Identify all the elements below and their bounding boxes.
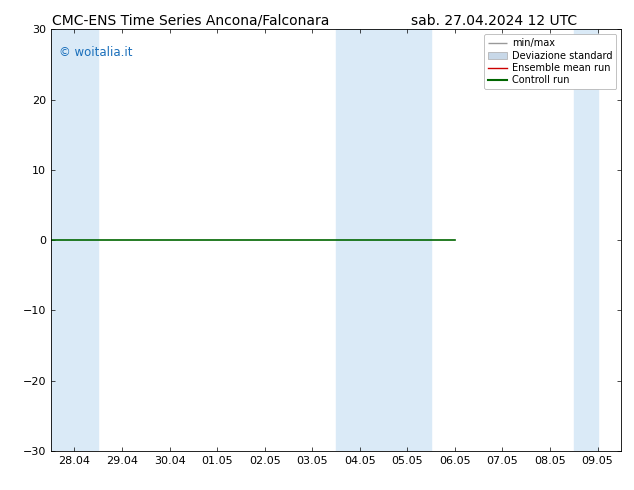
Text: sab. 27.04.2024 12 UTC: sab. 27.04.2024 12 UTC — [411, 14, 578, 28]
Text: CMC-ENS Time Series Ancona/Falconara: CMC-ENS Time Series Ancona/Falconara — [51, 14, 329, 28]
Bar — [51, 29, 98, 451]
Bar — [574, 29, 597, 451]
Text: © woitalia.it: © woitalia.it — [59, 46, 133, 59]
Legend: min/max, Deviazione standard, Ensemble mean run, Controll run: min/max, Deviazione standard, Ensemble m… — [484, 34, 616, 89]
Bar — [336, 29, 431, 451]
